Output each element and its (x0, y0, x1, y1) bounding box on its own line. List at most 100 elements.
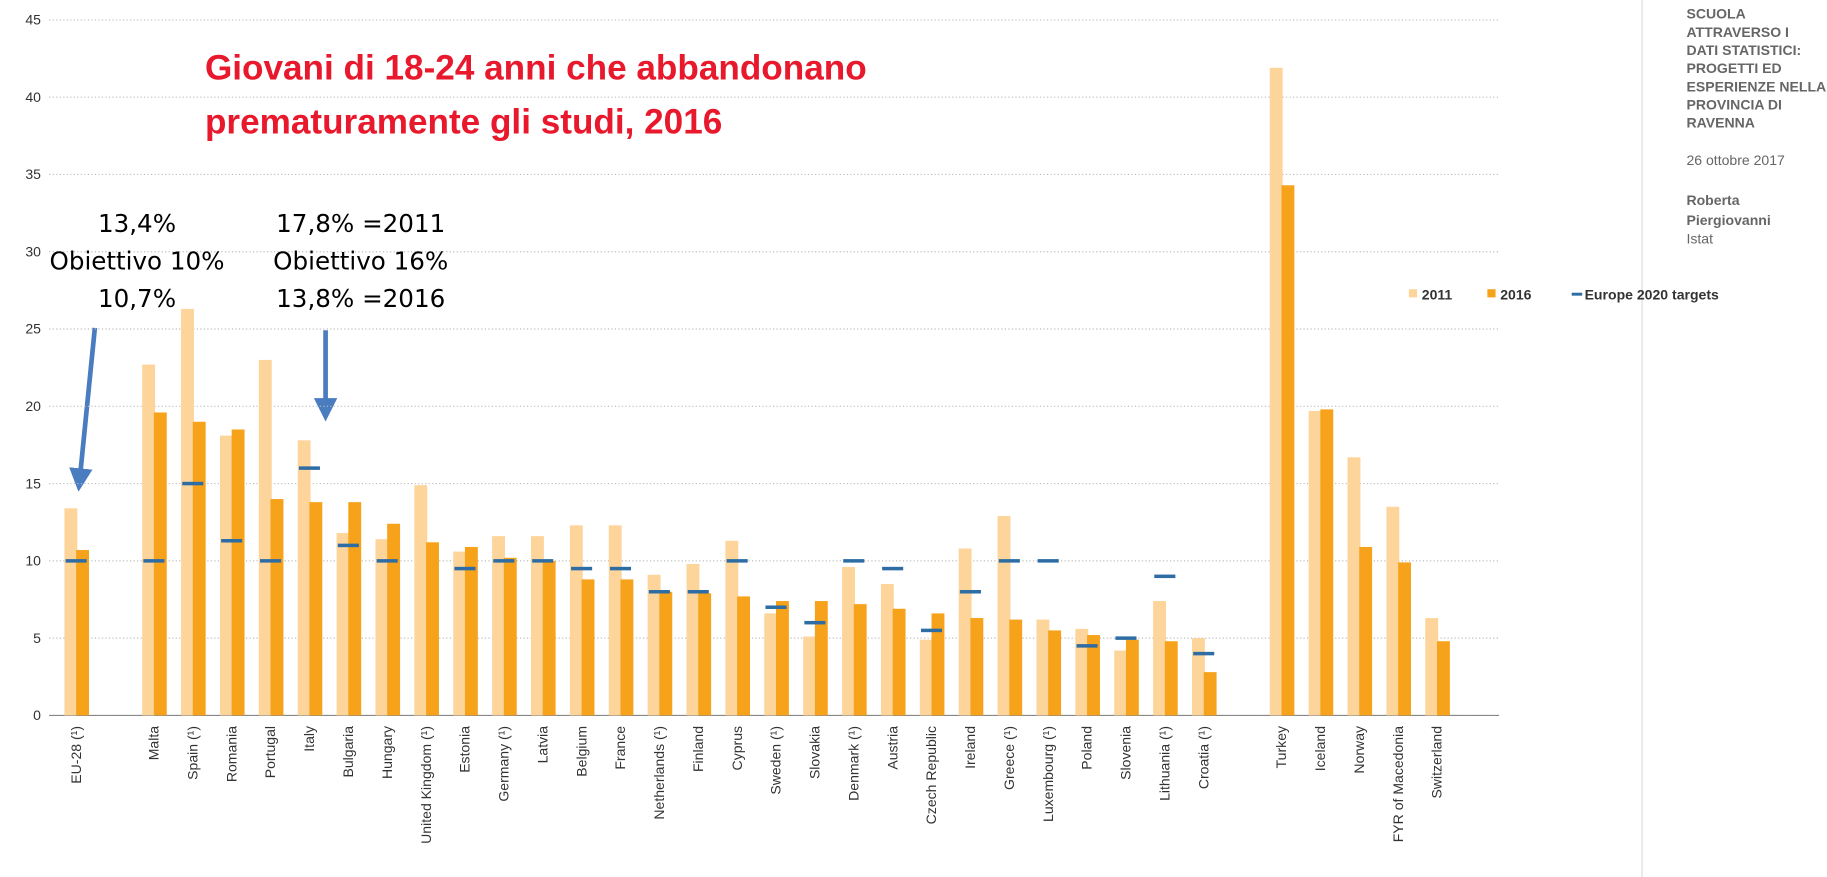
annotation: Obiettivo 10% (49, 246, 224, 275)
bar (1009, 619, 1023, 716)
x-tick-label: Bulgaria (340, 726, 356, 778)
target-marker (221, 539, 243, 543)
bar (737, 596, 751, 716)
sidebar-title: RAVENNA (1686, 115, 1754, 131)
target-marker (648, 590, 670, 594)
x-tick-label: Spain (¹) (184, 726, 200, 780)
bar (1164, 641, 1178, 716)
bar (1398, 562, 1412, 716)
chart-title: Giovani di 18-24 anni che abbandonano (205, 49, 867, 88)
bar (464, 546, 478, 716)
bar (1320, 409, 1334, 716)
legend-label: 2011 (1422, 287, 1453, 303)
bar (919, 639, 933, 716)
bar (219, 435, 233, 716)
x-tick-label: Switzerland (1429, 726, 1445, 799)
target-marker (298, 466, 320, 470)
sidebar-title: ATTRAVERSO I (1686, 24, 1789, 40)
bar (880, 584, 894, 716)
annotation: 17,8% =2011 (276, 209, 445, 238)
bar (1269, 67, 1283, 716)
x-tick-label: Denmark (¹) (845, 726, 861, 801)
x-tick-label: Malta (146, 726, 162, 761)
x-tick-label: Finland (690, 726, 706, 772)
x-tick-label: Slovenia (1118, 726, 1134, 780)
bar (569, 525, 583, 716)
bar (453, 551, 467, 716)
bar (725, 540, 739, 716)
x-tick-label: Ireland (962, 726, 978, 769)
target-marker (182, 481, 204, 486)
bar (1125, 639, 1139, 716)
bar (258, 359, 272, 716)
target-marker (376, 559, 398, 563)
bar (142, 364, 156, 716)
bar (970, 618, 984, 716)
bar (414, 485, 428, 716)
bar (309, 502, 323, 716)
x-tick-label: Croatia (¹) (1195, 726, 1211, 789)
bar (387, 523, 401, 716)
target-marker (571, 566, 593, 571)
bar (1114, 650, 1128, 716)
x-tick-label: Italy (301, 726, 317, 752)
bar (348, 502, 362, 716)
legend-label: 2016 (1500, 287, 1531, 303)
bar (531, 536, 544, 716)
x-tick-label: Greece (¹) (1001, 726, 1017, 790)
bar (842, 567, 855, 716)
target-marker (765, 605, 787, 609)
bar (64, 508, 78, 716)
bar (814, 601, 828, 716)
target-marker (532, 559, 554, 563)
bar (336, 533, 350, 716)
bar (803, 636, 817, 716)
bar (698, 593, 712, 716)
annotation: 13,4% (98, 209, 176, 238)
arrow (69, 327, 98, 492)
sidebar-title: SCUOLA (1686, 6, 1745, 22)
x-tick-label: EU-28 (¹) (68, 726, 84, 784)
y-tick-label: 15 (25, 475, 41, 491)
bar (1386, 506, 1400, 716)
y-tick-label: 45 (25, 12, 41, 28)
target-marker (998, 559, 1020, 563)
target-marker (337, 543, 359, 548)
annotation: Obiettivo 16% (273, 246, 448, 275)
target-marker (687, 590, 709, 594)
target-marker (1193, 651, 1215, 656)
x-tick-label: Iceland (1312, 726, 1328, 771)
target-marker (143, 559, 165, 563)
bar (659, 591, 673, 716)
x-tick-label: Turkey (1273, 726, 1289, 768)
sidebar-title: PROVINCIA DI (1686, 96, 1781, 112)
x-tick-label: Portugal (262, 726, 278, 778)
target-marker (1154, 574, 1176, 579)
x-tick-label: Poland (1079, 726, 1095, 770)
x-tick-label: Sweden (¹) (768, 726, 784, 795)
sidebar-org: Istat (1686, 231, 1713, 247)
sidebar-author: Roberta (1686, 192, 1739, 208)
target-marker (259, 559, 282, 563)
x-tick-label: Latvia (534, 726, 550, 764)
x-tick-label: Netherlands (¹) (651, 726, 667, 820)
target-marker (882, 566, 904, 571)
x-tick-label: Czech Republic (923, 726, 939, 824)
target-marker (726, 559, 748, 563)
bar (1048, 630, 1062, 716)
target-marker (843, 559, 865, 563)
y-tick-label: 35 (25, 166, 41, 182)
bar (76, 550, 90, 716)
bar (1087, 635, 1100, 716)
chart-title: premat­uramente gli studi, 2016 (205, 102, 722, 141)
target-marker (454, 566, 476, 571)
bar (426, 542, 439, 716)
y-tick-label: 25 (25, 321, 41, 337)
y-tick-label: 10 (25, 553, 41, 569)
y-tick-label: 0 (33, 707, 41, 723)
target-marker (65, 559, 87, 563)
target-marker (1076, 644, 1098, 648)
legend-swatch (1408, 289, 1418, 298)
